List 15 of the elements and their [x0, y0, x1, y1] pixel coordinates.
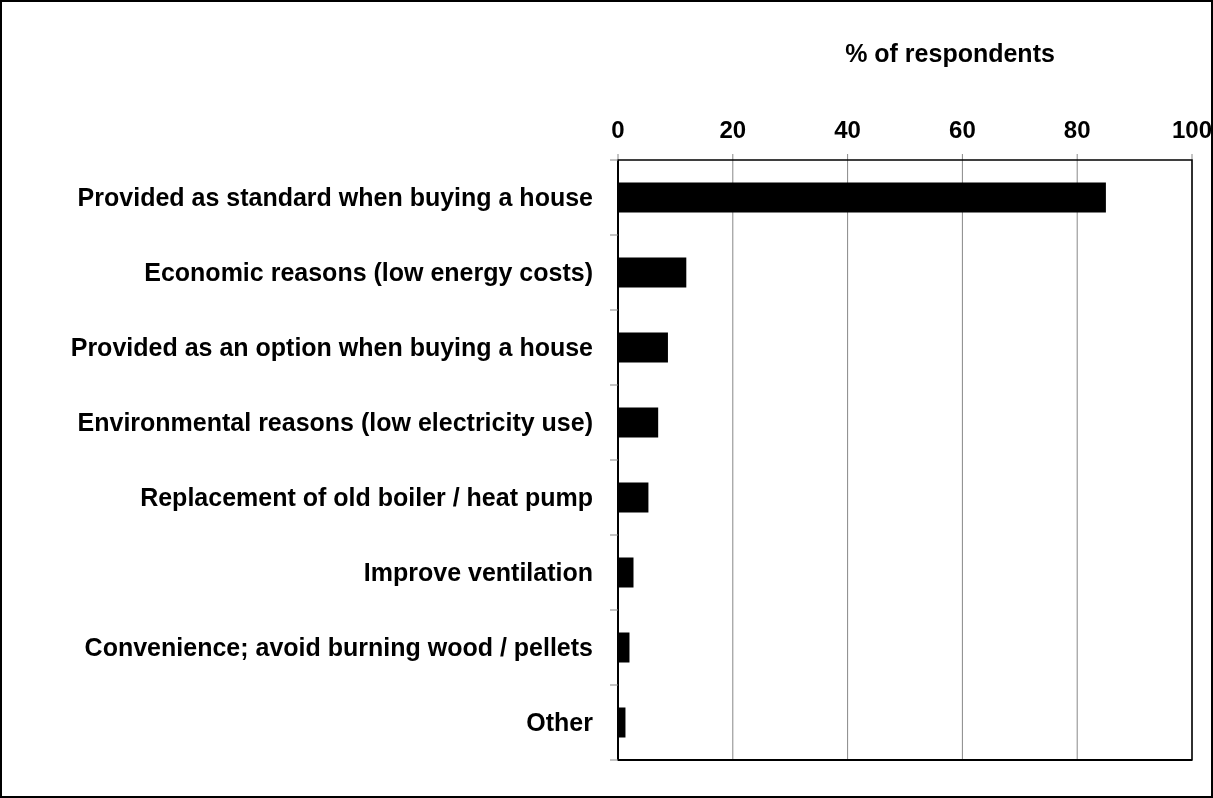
y-tick-label: Convenience; avoid burning wood / pellets	[84, 633, 593, 662]
y-tick-label: Replacement of old boiler / heat pump	[140, 483, 593, 512]
y-tick-label: Provided as standard when buying a house	[77, 183, 594, 212]
x-tick-label: 80	[1063, 116, 1091, 143]
y-tick-label: Economic reasons (low energy costs)	[144, 258, 593, 287]
y-tick-label: Improve ventilation	[363, 558, 593, 587]
x-tick-label: 100	[1171, 116, 1213, 143]
y-tick-label: Environmental reasons (low electricity use)	[77, 408, 593, 437]
y-tick-label: Provided as an option when buying a house	[70, 333, 594, 362]
x-tick-label: 20	[719, 116, 747, 143]
x-tick-label: 0	[611, 116, 625, 143]
x-tick-label: 40	[834, 116, 861, 143]
x-tick-label: 60	[949, 116, 976, 143]
y-tick-label: Other	[526, 708, 594, 737]
x-axis-title: % of respondents	[845, 39, 1055, 67]
